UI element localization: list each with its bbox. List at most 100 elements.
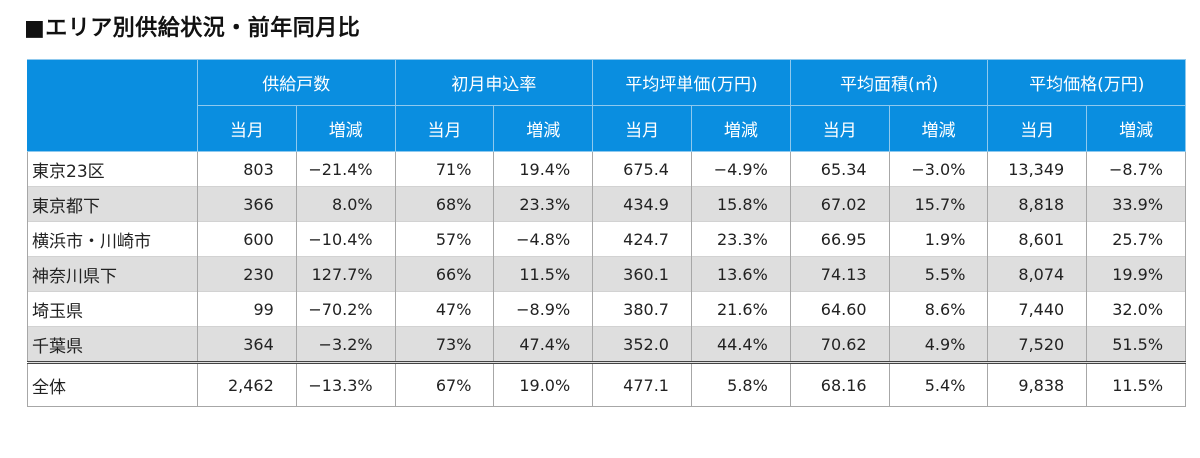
table-row: 埼玉県 99 −70.2% 47% −8.9% 380.7 21.6% 64.60 8.6% 7,… <box>27 291 1187 327</box>
change-value-cell: 1.9% <box>888 221 989 257</box>
header-first-month-rate: 初月申込率 <box>394 59 594 106</box>
subheader-current: 当月 <box>987 105 1088 152</box>
current-value-cell: 7,440 <box>987 291 1088 327</box>
area-name-cell: 横浜市・川崎市 <box>27 221 198 257</box>
change-value-cell: 51.5% <box>1086 326 1187 363</box>
current-value-cell: 230 <box>197 256 297 292</box>
change-value-cell: −3.0% <box>888 151 989 187</box>
current-value-cell: 803 <box>197 151 297 187</box>
current-value-cell: 71% <box>394 151 495 187</box>
subheader-change: 増減 <box>493 105 594 152</box>
current-value-cell: 68% <box>394 186 495 222</box>
current-value-cell: 364 <box>197 326 297 363</box>
change-value-cell: 23.3% <box>493 186 594 222</box>
area-supply-table: 供給戸数 初月申込率 平均坪単価(万円) 平均面積(㎡) 平均価格(万円) 当月… <box>27 59 1187 407</box>
current-value-cell: 424.7 <box>592 221 692 257</box>
current-value-cell: 67.02 <box>789 186 890 222</box>
area-name-cell: 全体 <box>27 361 198 407</box>
change-value-cell: 4.9% <box>888 326 989 363</box>
change-value-cell: −13.3% <box>295 361 396 407</box>
current-value-cell: 70.62 <box>789 326 890 363</box>
current-value-cell: 99 <box>197 291 297 327</box>
subheader-current: 当月 <box>592 105 692 152</box>
subheader-change: 増減 <box>690 105 791 152</box>
page-title: ■エリア別供給状況・前年同月比 <box>24 16 361 41</box>
change-value-cell: 19.9% <box>1086 256 1187 292</box>
current-value-cell: 477.1 <box>592 361 692 407</box>
table-row: 千葉県 364 −3.2% 73% 47.4% 352.0 44.4% 70.62 4.9% 7,… <box>27 326 1187 363</box>
header-avg-price: 平均価格(万円) <box>987 59 1187 106</box>
area-name-cell: 神奈川県下 <box>27 256 198 292</box>
current-value-cell: 9,838 <box>987 361 1088 407</box>
current-value-cell: 7,520 <box>987 326 1088 363</box>
current-value-cell: 8,818 <box>987 186 1088 222</box>
table-row: 横浜市・川崎市 600 −10.4% 57% −4.8% 424.7 23.3% 66.95 1… <box>27 221 1187 257</box>
change-value-cell: −4.8% <box>493 221 594 257</box>
change-value-cell: 47.4% <box>493 326 594 363</box>
current-value-cell: 380.7 <box>592 291 692 327</box>
change-value-cell: 8.6% <box>888 291 989 327</box>
current-value-cell: 66% <box>394 256 495 292</box>
current-value-cell: 8,074 <box>987 256 1088 292</box>
change-value-cell: 11.5% <box>1086 361 1187 407</box>
change-value-cell: 5.8% <box>690 361 791 407</box>
change-value-cell: −21.4% <box>295 151 396 187</box>
table-row: 東京都下 366 8.0% 68% 23.3% 434.9 15.8% 67.02 15.7% 8… <box>27 186 1187 222</box>
change-value-cell: 5.4% <box>888 361 989 407</box>
subheader-current: 当月 <box>789 105 890 152</box>
change-value-cell: 21.6% <box>690 291 791 327</box>
change-value-cell: 8.0% <box>295 186 396 222</box>
change-value-cell: 25.7% <box>1086 221 1187 257</box>
current-value-cell: 360.1 <box>592 256 692 292</box>
current-value-cell: 74.13 <box>789 256 890 292</box>
header-row-groups: 供給戸数 初月申込率 平均坪単価(万円) 平均面積(㎡) 平均価格(万円) <box>27 59 1187 152</box>
change-value-cell: −10.4% <box>295 221 396 257</box>
change-value-cell: −8.9% <box>493 291 594 327</box>
table-row: 東京23区 803 −21.4% 71% 19.4% 675.4 −4.9% 65.34 −3.… <box>27 151 1187 187</box>
current-value-cell: 68.16 <box>789 361 890 407</box>
subheader-current: 当月 <box>197 105 297 152</box>
change-value-cell: 32.0% <box>1086 291 1187 327</box>
table-row: 神奈川県下 230 127.7% 66% 11.5% 360.1 13.6% 74.13 5.5… <box>27 256 1187 292</box>
header-supply-units: 供給戸数 <box>197 59 396 106</box>
current-value-cell: 675.4 <box>592 151 692 187</box>
current-value-cell: 73% <box>394 326 495 363</box>
change-value-cell: −8.7% <box>1086 151 1187 187</box>
change-value-cell: 15.7% <box>888 186 989 222</box>
change-value-cell: −4.9% <box>690 151 791 187</box>
current-value-cell: 13,349 <box>987 151 1088 187</box>
current-value-cell: 8,601 <box>987 221 1088 257</box>
header-row-sub: 当月 増減 当月 増減 当月 増減 当月 増減 当月 増減 <box>28 105 1187 152</box>
change-value-cell: 23.3% <box>690 221 791 257</box>
current-value-cell: 2,462 <box>197 361 297 407</box>
header-avg-area: 平均面積(㎡) <box>789 59 989 106</box>
area-name-cell: 東京都下 <box>27 186 198 222</box>
change-value-cell: −70.2% <box>295 291 396 327</box>
current-value-cell: 57% <box>394 221 495 257</box>
change-value-cell: 5.5% <box>888 256 989 292</box>
current-value-cell: 352.0 <box>592 326 692 363</box>
subheader-current: 当月 <box>394 105 495 152</box>
change-value-cell: 127.7% <box>295 256 396 292</box>
subheader-change: 増減 <box>888 105 989 152</box>
current-value-cell: 434.9 <box>592 186 692 222</box>
current-value-cell: 47% <box>394 291 495 327</box>
current-value-cell: 67% <box>394 361 495 407</box>
current-value-cell: 64.60 <box>789 291 890 327</box>
change-value-cell: 13.6% <box>690 256 791 292</box>
area-name-cell: 埼玉県 <box>27 291 198 327</box>
change-value-cell: 15.8% <box>690 186 791 222</box>
subheader-change: 増減 <box>295 105 396 152</box>
current-value-cell: 600 <box>197 221 297 257</box>
change-value-cell: 11.5% <box>493 256 594 292</box>
corner-cell <box>27 59 198 152</box>
change-value-cell: 44.4% <box>690 326 791 363</box>
area-name-cell: 千葉県 <box>27 326 198 363</box>
current-value-cell: 65.34 <box>789 151 890 187</box>
change-value-cell: 33.9% <box>1086 186 1187 222</box>
subheader-change: 増減 <box>1086 105 1187 152</box>
change-value-cell: 19.0% <box>493 361 594 407</box>
area-name-cell: 東京23区 <box>27 151 198 187</box>
current-value-cell: 366 <box>197 186 297 222</box>
total-row: 全体 2,462 −13.3% 67% 19.0% 477.1 5.8% 68.16 5.4% 9… <box>27 361 1187 407</box>
